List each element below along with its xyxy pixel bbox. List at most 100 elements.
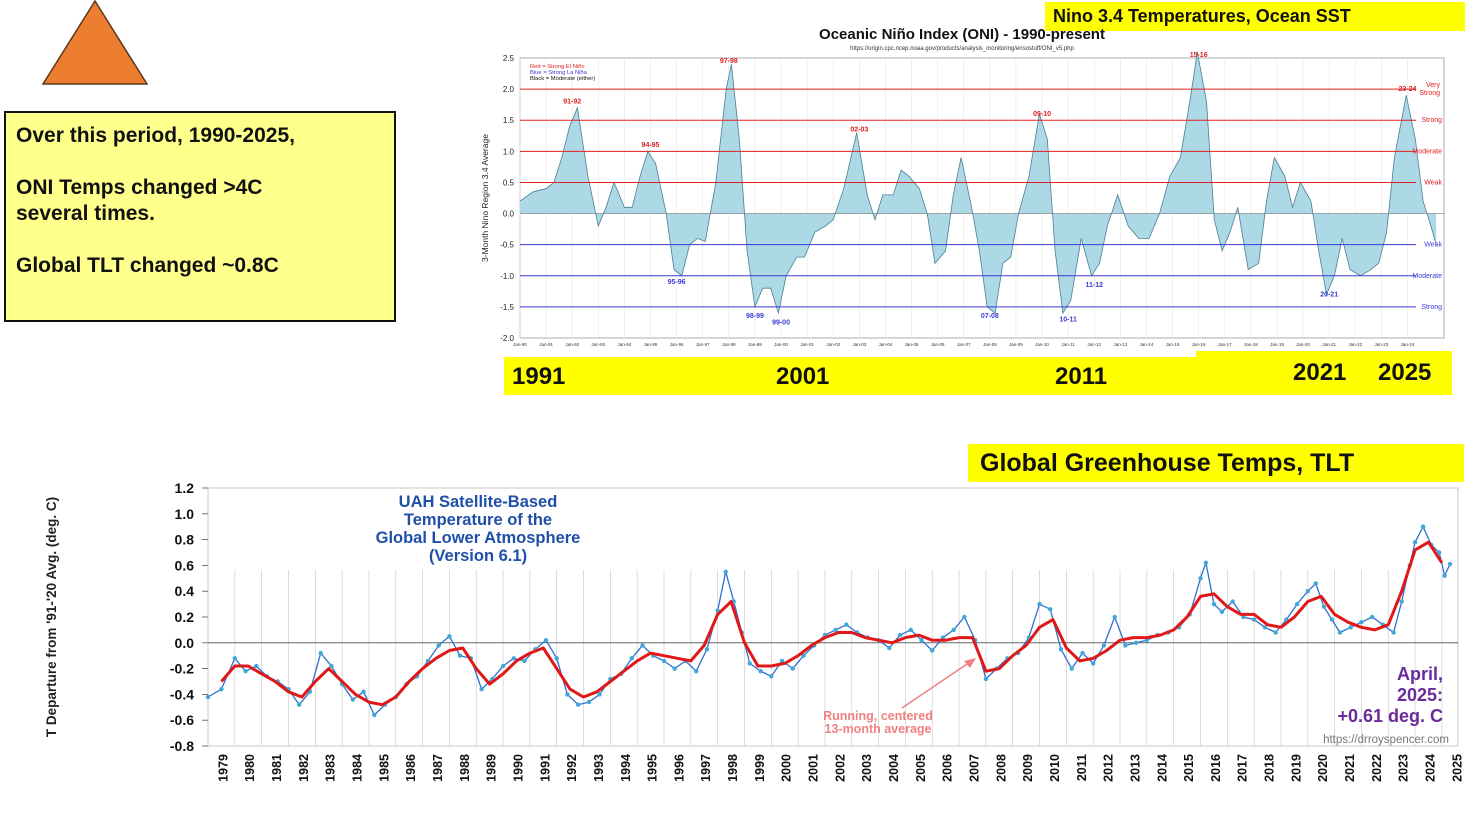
uah-monthly-point [436,643,441,648]
oni-ytick-label: 1.0 [503,147,515,156]
oni-subtitle: https://origin.cpc.ncep.noaa.gov/product… [850,46,1074,52]
uah-monthly-point [640,643,645,648]
oni-xtick-label: Jan-90 [513,342,527,347]
oni-ytick-label: -1.5 [500,303,514,312]
uah-monthly-point [1313,581,1319,586]
oni-xtick-label: Jan-92 [565,342,579,347]
uah-monthly-point [1101,643,1107,648]
uah-monthly-point [1048,607,1053,612]
oni-xtick-label: Jan-07 [957,342,971,347]
note-line-tlt: Global TLT changed ~0.8C [16,254,279,277]
uah-xtick-label: 2020 [1316,754,1330,782]
uah-monthly-point [500,663,506,669]
uah-monthly-point [951,627,956,633]
uah-xtick-label: 2008 [994,754,1008,782]
triangle-shape [41,0,149,85]
uah-monthly-point [908,627,913,633]
oni-ytick-label: -2.0 [500,334,514,343]
oni-chart: Oceanic Niño Index (ONI) - 1990-present h… [480,26,1445,347]
uah-monthly-point [329,663,334,669]
uah-xtick-label: 1984 [351,754,365,782]
uah-xtick-label: 2012 [1102,754,1116,782]
uah-latest-month: April, [1397,664,1443,684]
uah-monthly-point [1321,604,1327,609]
uah-monthly-point [1337,630,1343,635]
oni-event-label: 07-08 [981,313,999,320]
uah-monthly-point [1399,599,1404,604]
uah-monthly-point [1069,666,1074,671]
uah-xtick-label: 1985 [377,754,391,782]
uah-ytick-label: -0.6 [170,712,194,728]
uah-monthly-point [769,674,774,679]
oni-xtick-label: Jan-23 [1374,342,1388,347]
uah-xtick-label: 2013 [1128,754,1142,782]
uah-monthly-point [983,676,989,682]
uah-monthly-point [694,669,699,674]
uah-monthly-point [479,687,484,692]
oni-xtick-label: Jan-99 [748,342,762,347]
uah-monthly-point [1123,643,1128,648]
uah-monthly-point [457,653,463,658]
uah-monthly-point [205,694,211,700]
oni-event-label: 15-16 [1190,52,1208,59]
uah-monthly-point [1112,614,1117,620]
uah-title-line: UAH Satellite-Based [399,493,558,511]
oni-ylabel: 3-Month Nino Region 3.4 Average [480,134,490,262]
oni-xtick-label: Jan-22 [1348,342,1362,347]
uah-monthly-point [586,699,592,705]
uah-monthly-point [522,658,527,664]
uah-ytick-label: 0.6 [175,557,195,573]
uah-title-line: (Version 6.1) [429,547,527,565]
uah-xtick-label: 2016 [1209,754,1223,782]
oni-threshold-label: Weak [1424,179,1442,186]
oni-xtick-label: Jan-98 [722,342,736,347]
uah-latest-year: 2025: [1397,685,1443,705]
uah-monthly-point [1198,576,1203,581]
uah-xtick-label: 1979 [216,754,230,782]
oni-xtick-label: Jan-06 [931,342,945,347]
uah-monthly-point [747,661,752,666]
uah-xtick-label: 2018 [1263,754,1277,782]
oni-ytick-label: -0.5 [500,241,514,250]
oni-legend-item: Black = Moderate (either) [530,76,595,82]
oni-title: Oceanic Niño Index (ONI) - 1990-present [819,26,1105,43]
uah-ytick-label: 0.4 [175,583,195,599]
uah-xtick-label: 1991 [538,754,552,782]
uah-xtick-label: 2022 [1370,754,1384,782]
oni-xtick-label: Jan-08 [983,342,997,347]
year-mark-1991: 1991 [512,363,566,390]
uah-xtick-label: 2001 [807,754,821,782]
uah-monthly-point [361,689,366,694]
oni-threshold-label: Moderate [1412,273,1442,280]
uah-monthly-point [350,697,355,702]
uah-annotation-text: 13-month average [825,722,932,736]
oni-xtick-label: Jan-14 [1140,342,1154,347]
uah-monthly-point [1348,625,1353,630]
uah-monthly-point [219,687,224,692]
oni-threshold-label: Very [1426,82,1441,89]
oni-xtick-label: Jan-18 [1244,342,1258,347]
uah-xtick-label: 2019 [1289,754,1303,782]
uah-monthly-point [801,653,806,658]
note-line-period: Over this period, 1990-2025, [16,124,295,147]
uah-monthly-point [1251,617,1257,622]
uah-monthly-point [1305,589,1311,594]
uah-title-line: Temperature of the [404,511,552,529]
uah-xtick-label: 1989 [485,754,499,782]
uah-monthly-point [243,669,248,674]
uah-monthly-point [919,638,924,643]
oni-ytick-label: 0.5 [503,178,515,187]
uah-annotation-arrow [901,661,971,709]
uah-monthly-point [1442,573,1447,578]
uah-monthly-point [511,656,516,661]
uah-xtick-label: 2004 [887,754,901,782]
uah-latest-value: +0.61 deg. C [1337,706,1443,726]
oni-event-label: 98-99 [746,313,764,320]
uah-ytick-label: -0.2 [170,661,194,677]
oni-xtick-label: Jan-21 [1322,342,1336,347]
uah-source-url: https://drroyspencer.com [1323,734,1449,746]
note-line-oni: ONI Temps changed >4C [16,176,263,199]
oni-xtick-label: Jan-02 [826,342,840,347]
year-mark-2021: 2021 [1293,359,1347,386]
uah-monthly-point [723,569,728,574]
